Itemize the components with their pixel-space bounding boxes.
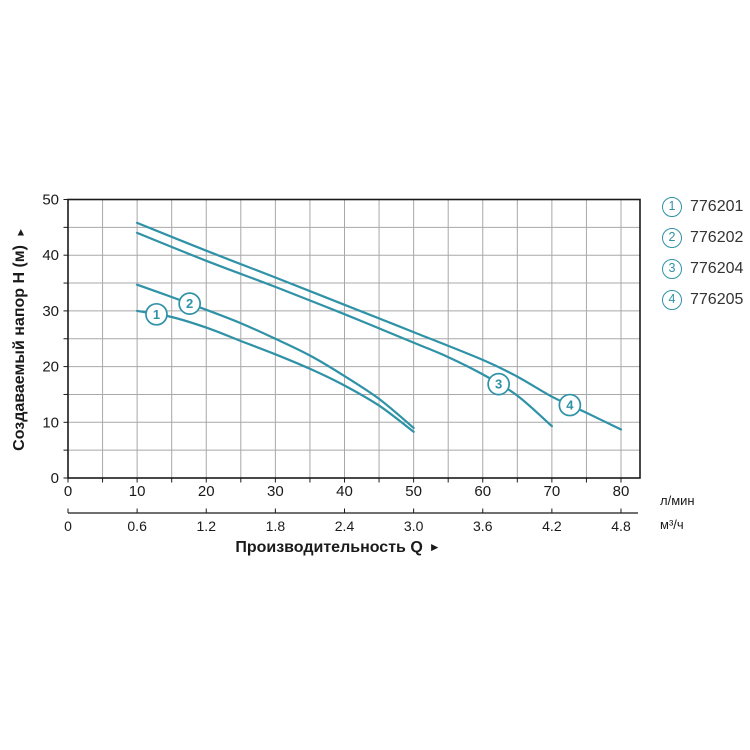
svg-text:10: 10 bbox=[129, 483, 146, 500]
svg-text:10: 10 bbox=[42, 414, 59, 431]
svg-text:20: 20 bbox=[198, 483, 215, 500]
svg-text:40: 40 bbox=[336, 483, 353, 500]
x-axis-title: Производительность Q ► bbox=[68, 539, 608, 557]
svg-text:2.4: 2.4 bbox=[335, 518, 355, 534]
y-axis-title-text: Создаваемый напор H (м) bbox=[11, 244, 28, 451]
x-axis-unit-lmin: л/мин bbox=[660, 493, 695, 508]
svg-text:4.2: 4.2 bbox=[542, 518, 562, 534]
y-axis-arrow-icon: ▲ bbox=[15, 226, 27, 239]
svg-text:4: 4 bbox=[566, 398, 574, 413]
legend-label-1: 776201 bbox=[690, 197, 744, 215]
legend-label-2: 776202 bbox=[690, 228, 744, 246]
curve-marker-3: 3 bbox=[487, 372, 510, 396]
legend-item-776201: 1 776201 bbox=[662, 191, 743, 222]
svg-text:0: 0 bbox=[51, 470, 59, 487]
legend-marker-4: 4 bbox=[662, 289, 682, 310]
legend-item-776204: 3 776204 bbox=[662, 253, 743, 284]
svg-text:60: 60 bbox=[474, 483, 491, 500]
y-axis-ticks bbox=[63, 199, 68, 479]
x-axis-unit-m3h: м³/ч bbox=[660, 517, 684, 532]
legend-marker-2: 2 bbox=[662, 227, 682, 248]
x-axis-ticks bbox=[67, 478, 622, 483]
svg-text:2: 2 bbox=[186, 296, 193, 311]
svg-text:40: 40 bbox=[42, 247, 59, 264]
y-axis-title: Создаваемый напор H (м) ▲ bbox=[2, 199, 38, 478]
legend-item-776205: 4 776205 bbox=[662, 284, 743, 315]
svg-text:20: 20 bbox=[42, 359, 59, 376]
legend-item-776202: 2 776202 bbox=[662, 222, 743, 253]
svg-text:4.8: 4.8 bbox=[611, 518, 631, 534]
svg-text:3.0: 3.0 bbox=[404, 518, 424, 534]
svg-text:3: 3 bbox=[495, 377, 502, 392]
x-axis-arrow-icon: ► bbox=[428, 540, 441, 554]
svg-text:1.8: 1.8 bbox=[266, 518, 286, 534]
svg-text:30: 30 bbox=[267, 483, 284, 500]
secondary-x-axis: 0 0.6 1.2 1.8 2.4 3.0 3.6 4.2 4.8 bbox=[64, 508, 638, 534]
svg-text:3.6: 3.6 bbox=[473, 518, 493, 534]
curve-marker-4: 4 bbox=[558, 393, 582, 417]
legend: 1 776201 2 776202 3 776204 4 776205 bbox=[662, 191, 743, 315]
svg-text:0: 0 bbox=[64, 518, 72, 534]
svg-text:30: 30 bbox=[42, 303, 59, 320]
svg-text:50: 50 bbox=[42, 192, 59, 209]
svg-text:70: 70 bbox=[544, 483, 561, 500]
legend-label-3: 776204 bbox=[690, 259, 744, 277]
svg-text:1: 1 bbox=[153, 307, 160, 322]
legend-marker-3: 3 bbox=[662, 258, 682, 279]
svg-text:50: 50 bbox=[405, 483, 422, 500]
legend-label-4: 776205 bbox=[690, 290, 744, 308]
svg-text:80: 80 bbox=[613, 483, 630, 500]
x-axis-title-text: Производительность Q bbox=[235, 539, 423, 556]
svg-text:0: 0 bbox=[64, 483, 72, 500]
y-axis-tick-labels: 0 10 20 30 40 50 bbox=[42, 192, 59, 488]
grid-lines bbox=[68, 199, 640, 478]
curve-marker-1: 1 bbox=[145, 302, 168, 326]
svg-text:0.6: 0.6 bbox=[127, 518, 147, 534]
curve-marker-2: 2 bbox=[178, 292, 202, 315]
svg-text:1.2: 1.2 bbox=[197, 518, 217, 534]
series-curve-776201 bbox=[136, 309, 415, 433]
x-axis-tick-labels: 0 10 20 30 40 50 60 70 80 bbox=[64, 483, 630, 500]
legend-marker-1: 1 bbox=[662, 196, 682, 217]
